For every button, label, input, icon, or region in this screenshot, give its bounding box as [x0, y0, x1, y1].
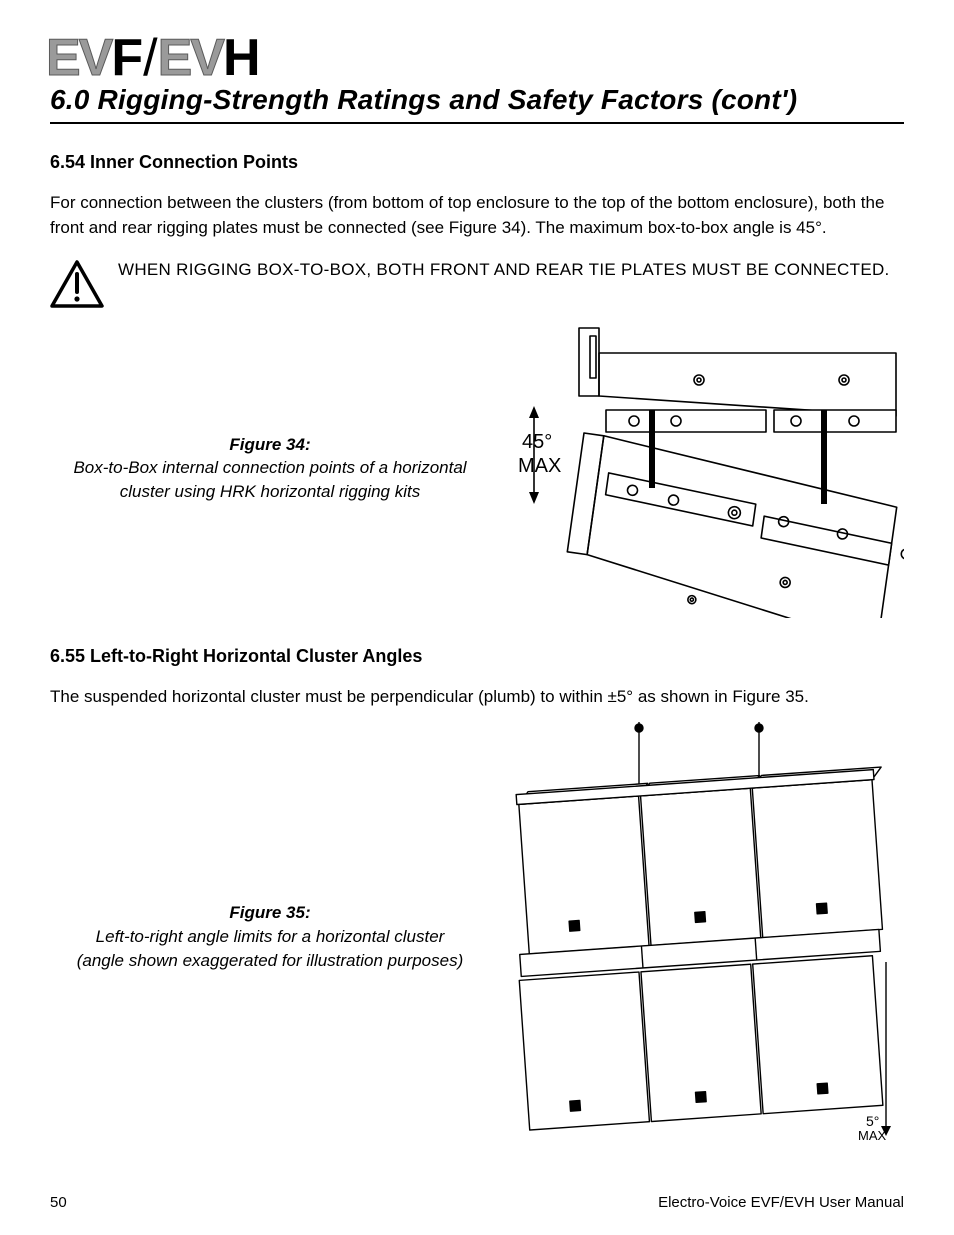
logo-suffix-2: H: [223, 29, 259, 87]
figure-35-area: 5° MAX: [490, 722, 904, 1152]
section-body-654: For connection between the clusters (fro…: [50, 191, 904, 240]
figure-35-angle-2: MAX: [858, 1128, 887, 1143]
logo-prefix-1: EV: [46, 29, 111, 87]
figure-34-angle-2: MAX: [518, 455, 561, 477]
figure-34-block: Figure 34: Box-to-Box internal connectio…: [50, 318, 904, 618]
warning-icon: [50, 260, 104, 308]
warning-block: WHEN RIGGING BOX-TO-BOX, BOTH FRONT AND …: [50, 258, 904, 308]
figure-35-caption-line1: Left-to-right angle limits for a horizon…: [50, 925, 490, 949]
figure-34-area: 45° MAX: [490, 318, 904, 618]
logo-slash: /: [143, 29, 155, 87]
title-rule: [50, 122, 904, 124]
logo-prefix-2: EV: [158, 29, 223, 87]
figure-35-caption: Figure 35: Left-to-right angle limits fo…: [50, 901, 490, 972]
figure-34-diagram: 45° MAX: [494, 318, 904, 618]
figure-34-label: Figure 34:: [50, 433, 490, 457]
figure-35-label: Figure 35:: [50, 901, 490, 925]
page: EVF/EVH 6.0 Rigging-Strength Ratings and…: [0, 0, 954, 1235]
figure-34-caption: Figure 34: Box-to-Box internal connectio…: [50, 433, 490, 504]
figure-35-diagram: 5° MAX: [494, 722, 904, 1152]
page-number: 50: [50, 1194, 67, 1211]
section-heading-655: 6.55 Left-to-Right Horizontal Cluster An…: [50, 646, 904, 667]
chapter-title: 6.0 Rigging-Strength Ratings and Safety …: [50, 84, 904, 116]
manual-title: Electro-Voice EVF/EVH User Manual: [658, 1194, 904, 1211]
figure-34-caption-text: Box-to-Box internal connection points of…: [50, 456, 490, 504]
logo-suffix-1: F: [111, 29, 141, 87]
figure-35-angle-1: 5°: [866, 1113, 879, 1129]
section-heading-654: 6.54 Inner Connection Points: [50, 152, 904, 173]
logo: EVF/EVH: [46, 28, 904, 88]
figure-34-angle-1: 45°: [522, 431, 552, 453]
figure-35-caption-line2: (angle shown exaggerated for illustratio…: [50, 949, 490, 973]
warning-text: WHEN RIGGING BOX-TO-BOX, BOTH FRONT AND …: [118, 258, 890, 283]
section-body-655: The suspended horizontal cluster must be…: [50, 685, 904, 710]
footer: 50 Electro-Voice EVF/EVH User Manual: [50, 1194, 904, 1211]
figure-35-block: Figure 35: Left-to-right angle limits fo…: [50, 722, 904, 1152]
logo-text: EVF/EVH: [46, 28, 259, 88]
